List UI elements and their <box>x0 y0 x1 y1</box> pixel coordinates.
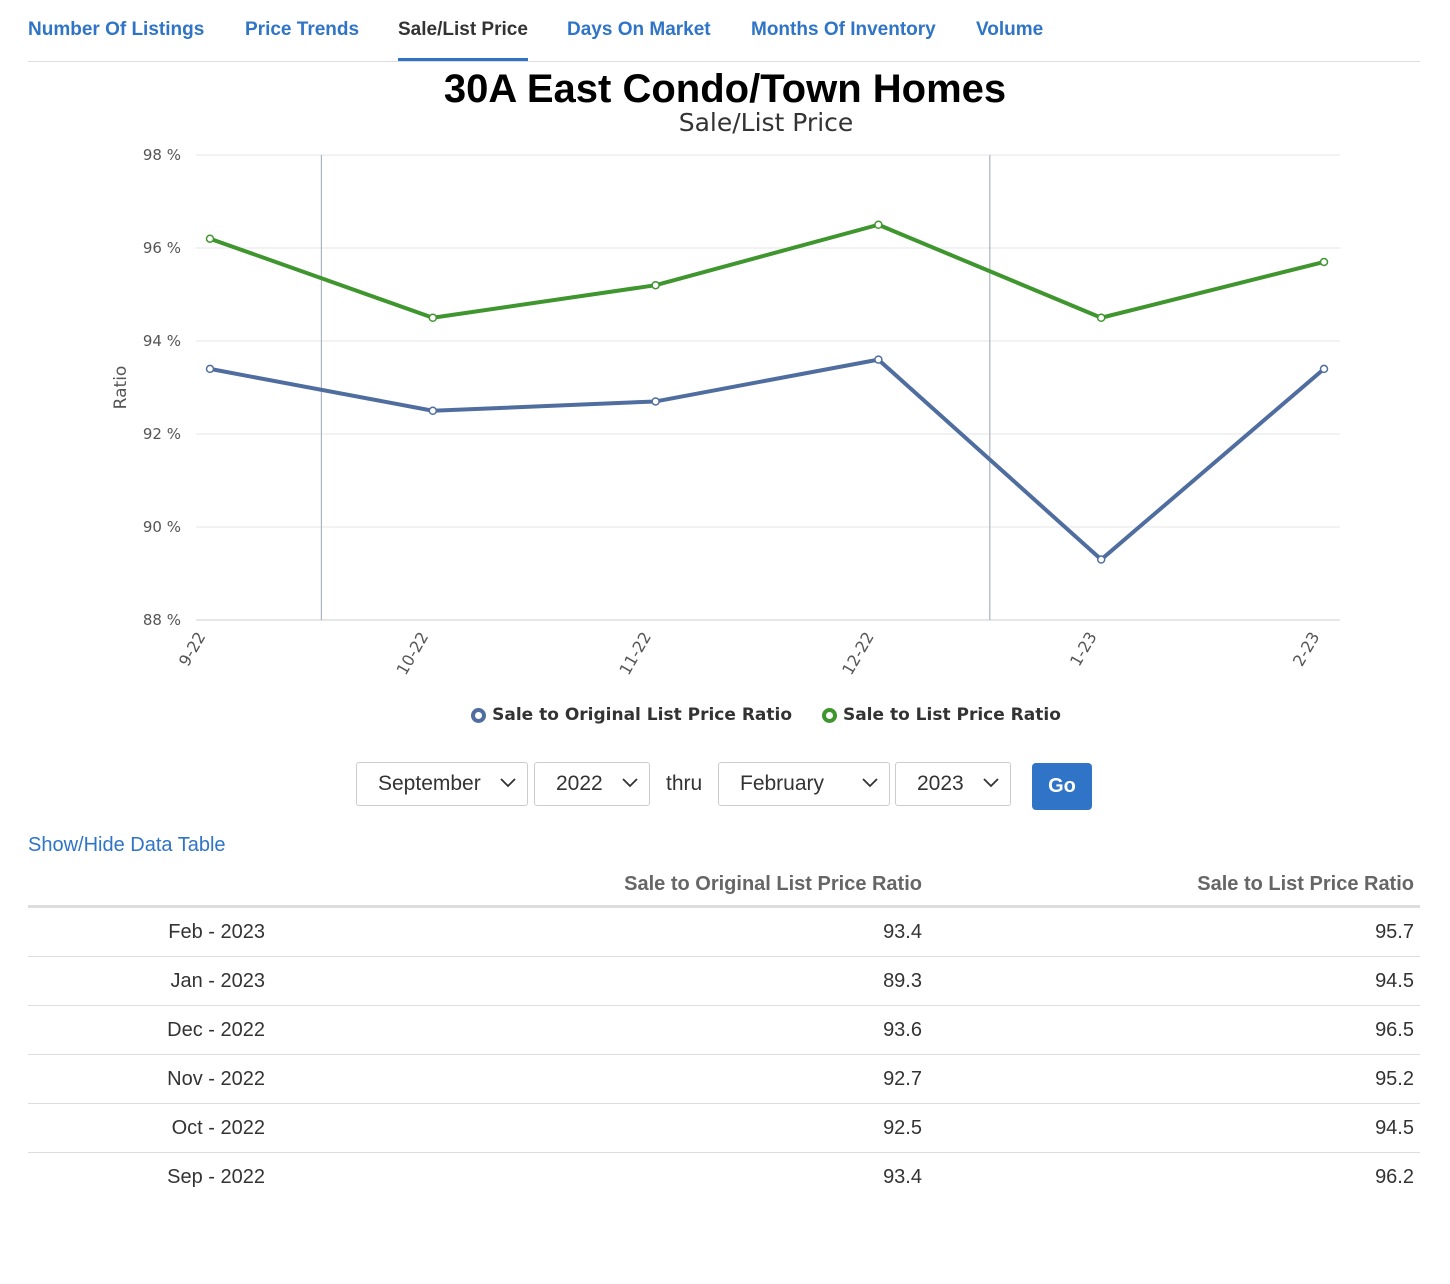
table-cell-period: Nov - 2022 <box>28 1054 271 1104</box>
tab-volume[interactable]: Volume <box>976 19 1044 40</box>
table-row: Feb - 2023 93.4 95.7 <box>28 906 1420 957</box>
table-row: Nov - 2022 92.7 95.2 <box>28 1054 1420 1104</box>
legend-item-original-list[interactable]: Sale to Original List Price Ratio <box>471 705 792 725</box>
table-cell-list-ratio: 95.2 <box>928 1054 1420 1104</box>
to-month-select[interactable]: February <box>718 762 890 806</box>
legend-marker-icon <box>821 707 837 723</box>
table-cell-period: Jan - 2023 <box>28 956 271 1006</box>
legend-marker-icon <box>471 707 487 723</box>
table-row: Jan - 2023 89.3 94.5 <box>28 956 1420 1006</box>
tab-days-on-market[interactable]: Days On Market <box>567 19 711 40</box>
line-chart: 88 % 90 % 92 % 94 % 96 % 98 % Ratio 9-22 10-22 11… <box>111 146 1340 679</box>
x-tick-label: 2-23 <box>1289 629 1324 670</box>
to-year-value: 2023 <box>917 772 964 795</box>
chevron-down-icon <box>622 778 638 788</box>
y-tick-label: 98 % <box>143 146 181 164</box>
table-cell-original-ratio: 93.4 <box>883 1165 922 1188</box>
table-cell-period: Feb - 2023 <box>28 906 271 957</box>
data-point <box>1096 555 1106 564</box>
table-cell-list-ratio: 94.5 <box>928 956 1420 1006</box>
legend-label: Sale to Original List Price Ratio <box>492 705 793 725</box>
chart-subtitle: Sale/List Price <box>678 108 854 137</box>
table-header-list-ratio: Sale to List Price Ratio <box>928 863 1420 908</box>
tab-months-of-inventory[interactable]: Months Of Inventory <box>751 19 936 40</box>
x-tick-label: 11-22 <box>615 629 655 679</box>
data-point <box>651 280 660 290</box>
thru-label: thru <box>666 772 703 795</box>
table-cell-original-ratio: 89.3 <box>271 956 928 1006</box>
table-cell-list-ratio: 95.7 <box>928 906 1420 957</box>
chevron-down-icon <box>862 778 878 788</box>
legend-label: Sale to List Price Ratio <box>842 705 1061 725</box>
table-header-original-list-ratio: Sale to Original List Price Ratio <box>271 863 928 908</box>
series-line-1 <box>208 222 1326 320</box>
y-tick-label: 92 % <box>143 425 181 443</box>
table-cell-period: Dec - 2022 <box>28 1005 271 1055</box>
chevron-down-icon <box>983 778 999 788</box>
table-cell-list-ratio: 96.2 <box>1375 1165 1414 1188</box>
x-tick-label: 12-22 <box>838 629 878 679</box>
data-table: Sale to Original List Price Ratio Sale t… <box>28 863 1420 1201</box>
x-tick-label: 1-23 <box>1066 629 1101 670</box>
series-line-0 <box>208 357 1326 562</box>
table-header-period <box>28 863 271 908</box>
chevron-down-icon <box>500 778 516 788</box>
data-point <box>1319 364 1329 374</box>
data-point <box>428 406 438 415</box>
data-point <box>874 220 883 229</box>
table-cell-original-ratio: 93.6 <box>271 1005 928 1055</box>
go-button[interactable]: Go <box>1032 763 1092 810</box>
table-row: Dec - 2022 93.6 96.5 <box>28 1005 1420 1055</box>
date-range-controls: September 2022 thru February 2023 Go <box>0 762 1450 810</box>
data-point <box>428 313 438 322</box>
y-axis-title: Ratio <box>111 366 131 410</box>
x-tick-label: 9-22 <box>175 629 210 670</box>
to-year-select[interactable]: 2023 <box>895 762 1011 806</box>
table-cell-list-ratio: 96.5 <box>928 1005 1420 1055</box>
from-year-value: 2022 <box>556 772 603 795</box>
table-row: Sep - 2022 93.4 96.2 <box>28 1153 1420 1202</box>
to-month-value: February <box>740 772 825 795</box>
data-point <box>651 397 660 406</box>
table-cell-original-ratio: 92.5 <box>271 1103 928 1153</box>
x-tick-label: 10-22 <box>393 629 433 679</box>
y-tick-label: 88 % <box>143 611 181 629</box>
table-cell-original-ratio: 92.7 <box>271 1054 928 1104</box>
tab-number-of-listings[interactable]: Number Of Listings <box>28 19 205 40</box>
table-cell-list-ratio: 94.5 <box>928 1103 1420 1153</box>
tab-price-trends[interactable]: Price Trends <box>245 19 360 40</box>
from-year-select[interactable]: 2022 <box>534 762 650 806</box>
tab-bar: Number Of Listings Price Trends Sale/Lis… <box>28 0 1420 62</box>
show-hide-data-table-link[interactable]: Show/Hide Data Table <box>28 834 226 856</box>
y-tick-label: 90 % <box>143 518 181 536</box>
y-tick-label: 94 % <box>143 332 181 350</box>
from-month-value: September <box>378 772 481 795</box>
data-point <box>874 355 883 364</box>
tab-sale-list-price[interactable]: Sale/List Price <box>398 19 528 61</box>
data-point <box>205 234 215 243</box>
legend-item-list[interactable]: Sale to List Price Ratio <box>821 705 1061 725</box>
data-point <box>205 364 215 374</box>
y-tick-label: 96 % <box>143 239 181 257</box>
table-cell-original-ratio: 93.4 <box>271 906 928 957</box>
chart-title: 30A East Condo/Town Homes <box>443 67 1007 111</box>
data-point <box>1096 313 1106 322</box>
table-row: Oct - 2022 92.5 94.5 <box>28 1103 1420 1153</box>
chart-legend: Sale to Original List Price Ratio Sale t… <box>0 705 1450 728</box>
data-point <box>1319 257 1329 267</box>
table-cell-period: Oct - 2022 <box>28 1103 271 1153</box>
from-month-select[interactable]: September <box>356 762 528 806</box>
table-cell-period: Sep - 2022 <box>167 1165 265 1188</box>
table-header-row: Sale to Original List Price Ratio Sale t… <box>28 863 1420 908</box>
